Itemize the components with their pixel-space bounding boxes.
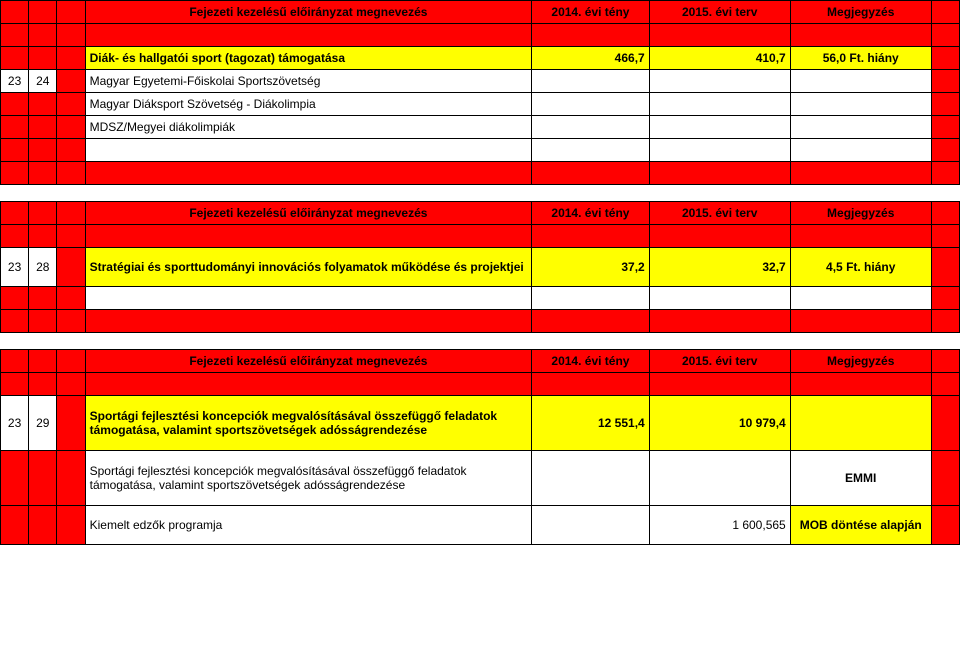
cell-note: EMMI — [790, 451, 931, 506]
cell-name: Sportági fejlesztési koncepciók megvalós… — [85, 396, 532, 451]
cell-code-a: 23 — [1, 248, 29, 287]
col-note: Megjegyzés — [790, 202, 931, 225]
cell-2015: 32,7 — [649, 248, 790, 287]
header-row: Fejezeti kezelésű előirányzat megnevezés… — [1, 202, 960, 225]
col-2014: 2014. évi tény — [532, 350, 650, 373]
cell-2015: 1 600,565 — [649, 506, 790, 545]
summary-row-strategia: 23 28 Stratégiai és sporttudományi innov… — [1, 248, 960, 287]
cell-2015: 410,7 — [649, 47, 790, 70]
table-row: 23 24 Magyar Egyetemi-Főiskolai Sportszö… — [1, 70, 960, 93]
cell-2014: 12 551,4 — [532, 396, 650, 451]
header-row: Fejezeti kezelésű előirányzat megnevezés… — [1, 1, 960, 24]
cell-2014: 466,7 — [532, 47, 650, 70]
cell-name: Diák- és hallgatói sport (tagozat) támog… — [85, 47, 532, 70]
cell-code-a: 23 — [1, 70, 29, 93]
cell-code-a: 23 — [1, 396, 29, 451]
col-2014: 2014. évi tény — [532, 1, 650, 24]
cell-name: MDSZ/Megyei diákolimpiák — [85, 116, 532, 139]
col-2015: 2015. évi terv — [649, 1, 790, 24]
cell-code-b: 29 — [29, 396, 57, 451]
cell-note: MOB döntése alapján — [790, 506, 931, 545]
table-row-kiemelt: Kiemelt edzők programja 1 600,565 MOB dö… — [1, 506, 960, 545]
table-row: Magyar Diáksport Szövetség - Diákolimpia — [1, 93, 960, 116]
col-title: Fejezeti kezelésű előirányzat megnevezés — [85, 1, 532, 24]
cell-name: Kiemelt edzők programja — [85, 506, 532, 545]
cell-name: Sportági fejlesztési koncepciók megvalós… — [85, 451, 532, 506]
cell-2015: 10 979,4 — [649, 396, 790, 451]
cell-note: 4,5 Ft. hiány — [790, 248, 931, 287]
cell-2014: 37,2 — [532, 248, 650, 287]
cell-name: Magyar Diáksport Szövetség - Diákolimpia — [85, 93, 532, 116]
col-note: Megjegyzés — [790, 1, 931, 24]
col-note: Megjegyzés — [790, 350, 931, 373]
table-row: MDSZ/Megyei diákolimpiák — [1, 116, 960, 139]
col-2015: 2015. évi terv — [649, 202, 790, 225]
cell-code-b: 24 — [29, 70, 57, 93]
summary-row-diak: Diák- és hallgatói sport (tagozat) támog… — [1, 47, 960, 70]
cell-code-b: 28 — [29, 248, 57, 287]
header-row: Fejezeti kezelésű előirányzat megnevezés… — [1, 350, 960, 373]
cell-name: Stratégiai és sporttudományi innovációs … — [85, 248, 532, 287]
cell-note: 56,0 Ft. hiány — [790, 47, 931, 70]
cell-name: Magyar Egyetemi-Főiskolai Sportszövetség — [85, 70, 532, 93]
col-title: Fejezeti kezelésű előirányzat megnevezés — [85, 202, 532, 225]
col-title: Fejezeti kezelésű előirányzat megnevezés — [85, 350, 532, 373]
table-row: Sportági fejlesztési koncepciók megvalós… — [1, 451, 960, 506]
summary-row-sportagi: 23 29 Sportági fejlesztési koncepciók me… — [1, 396, 960, 451]
col-2015: 2015. évi terv — [649, 350, 790, 373]
budget-table: Fejezeti kezelésű előirányzat megnevezés… — [0, 0, 960, 545]
col-2014: 2014. évi tény — [532, 202, 650, 225]
